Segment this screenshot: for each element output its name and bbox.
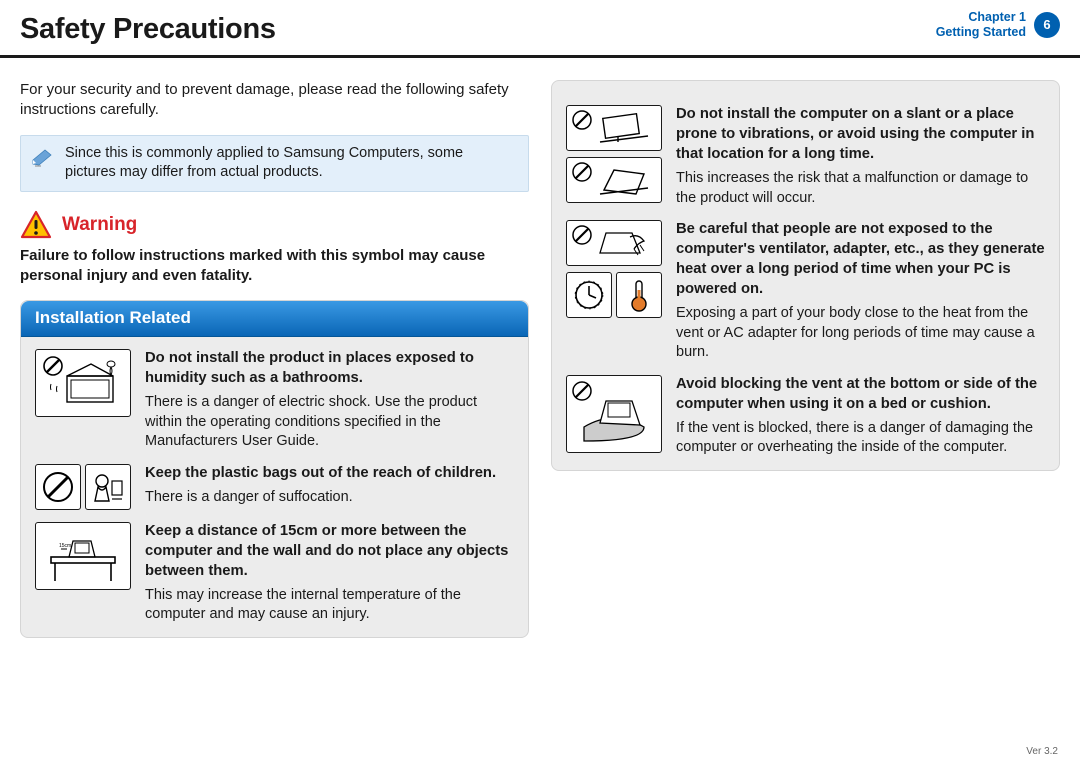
safety-item: Avoid blocking the vent at the bottom or… xyxy=(552,363,1059,458)
right-column: Do not install the computer on a slant o… xyxy=(551,80,1060,638)
note-box: Since this is commonly applied to Samsun… xyxy=(20,135,529,192)
thermometer-icon xyxy=(616,272,662,318)
intro-text: For your security and to prevent damage,… xyxy=(20,80,529,121)
safety-item: Do not install the computer on a slant o… xyxy=(552,93,1059,208)
safety-item: Be careful that people are not exposed t… xyxy=(552,208,1059,363)
svg-text:15cm: 15cm xyxy=(59,543,71,549)
safety-item: Do not install the product in places exp… xyxy=(21,337,528,452)
item-body: If the vent is blocked, there is a dange… xyxy=(676,419,1045,458)
note-icon xyxy=(31,146,55,168)
safety-item: Keep the plastic bags out of the reach o… xyxy=(21,452,528,510)
chapter-badge: Chapter 1 Getting Started 6 xyxy=(936,10,1060,40)
item-body: This increases the risk that a malfuncti… xyxy=(676,169,1045,208)
section-panel-left: Installation Related xyxy=(20,300,529,638)
note-text: Since this is commonly applied to Samsun… xyxy=(65,144,516,183)
item-bold: Do not install the computer on a slant o… xyxy=(676,105,1045,165)
item-bold: Keep a distance of 15cm or more between … xyxy=(145,522,514,582)
item-bold: Be careful that people are not exposed t… xyxy=(676,220,1045,300)
page-title: Safety Precautions xyxy=(20,10,276,49)
cushion-laptop-icon xyxy=(566,375,662,453)
slant-laptop-icon xyxy=(566,157,662,203)
warning-icon xyxy=(20,210,52,240)
page-number-circle: 6 xyxy=(1034,12,1060,38)
section-title: Installation Related xyxy=(21,301,528,337)
item-body: This may increase the internal temperatu… xyxy=(145,586,514,625)
item-bold: Avoid blocking the vent at the bottom or… xyxy=(676,375,1045,415)
item-body: There is a danger of suffocation. xyxy=(145,488,496,508)
section-panel-right: Do not install the computer on a slant o… xyxy=(551,80,1060,471)
child-bag-icon xyxy=(85,464,131,510)
item-bold: Do not install the product in places exp… xyxy=(145,349,514,389)
version-label: Ver 3.2 xyxy=(1026,745,1058,759)
item-bold: Keep the plastic bags out of the reach o… xyxy=(145,464,496,484)
page-header: Safety Precautions Chapter 1 Getting Sta… xyxy=(0,0,1080,58)
warning-label: Warning xyxy=(62,212,137,238)
clock-icon xyxy=(566,272,612,318)
slant-monitor-icon xyxy=(566,105,662,151)
item-body: There is a danger of electric shock. Use… xyxy=(145,393,514,452)
hot-laptop-icon xyxy=(566,220,662,266)
prohibit-icon xyxy=(35,464,81,510)
chapter-line1: Chapter 1 xyxy=(936,10,1026,25)
humidity-laptop-icon xyxy=(35,349,131,417)
warning-header: Warning xyxy=(20,210,529,240)
item-body: Exposing a part of your body close to th… xyxy=(676,304,1045,363)
chapter-line2: Getting Started xyxy=(936,25,1026,40)
safety-item: 15cm Keep a distance of 15cm or more bet… xyxy=(21,510,528,625)
left-column: For your security and to prevent damage,… xyxy=(20,80,529,638)
warning-text: Failure to follow instructions marked wi… xyxy=(20,246,529,287)
desk-distance-icon: 15cm xyxy=(35,522,131,590)
